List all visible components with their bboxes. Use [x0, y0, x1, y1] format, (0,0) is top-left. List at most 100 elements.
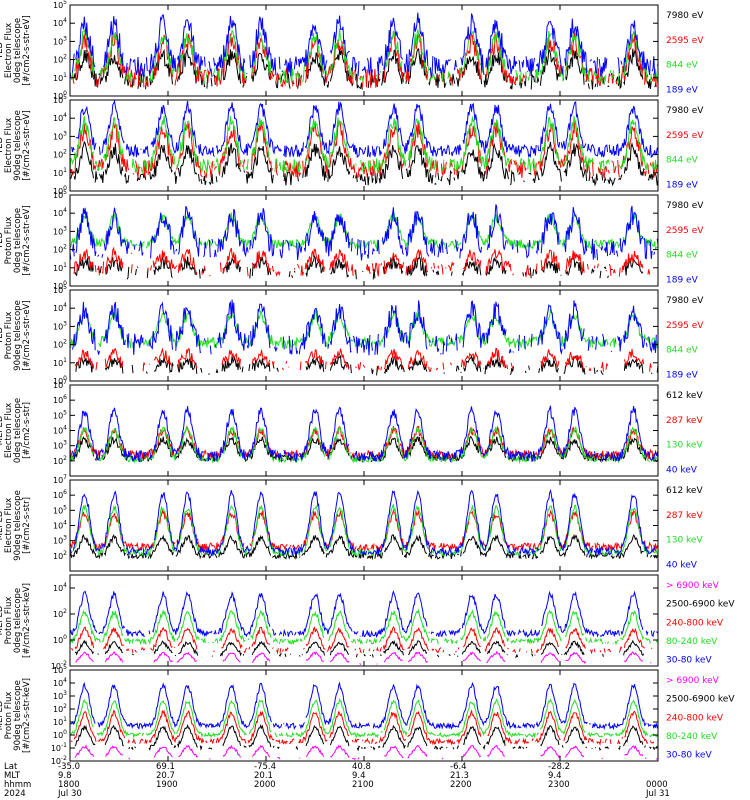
y-tick-label: 103 [53, 35, 67, 46]
y-tick-label: 104 [53, 425, 67, 436]
y-tick-label: 103 [53, 320, 67, 331]
series-line [75, 353, 659, 376]
y-tick-label: 106 [53, 394, 67, 405]
panel-meped-proton-90: > 6900 keV 2500-6900 keV 240-800 keV 80-240… [0, 664, 735, 766]
series-meped-proton-0-4 [69, 589, 659, 639]
legend-entry: 30-80 keV [666, 751, 712, 761]
series-line [69, 405, 659, 463]
x-tick-label: 2200 [450, 780, 472, 790]
legend-entry: 844 eV [666, 156, 699, 166]
legend-entry: 189 eV [666, 181, 699, 191]
series-ted-proton-90-1 [75, 349, 658, 372]
series-line [69, 504, 659, 558]
row-label: hhmm [4, 780, 31, 790]
legend-entry: 189 eV [666, 86, 699, 96]
series-line [75, 349, 658, 372]
series-line [69, 204, 659, 261]
legend-entry: 7980 eV [666, 296, 704, 306]
x-tick-label: 9.4 [548, 771, 562, 781]
legend-entry: > 6900 keV [666, 581, 720, 591]
y-tick-label: 107 [53, 379, 67, 390]
x-tick-label: 1800 [58, 780, 80, 790]
y-axis-label: MEPEDElectron Flux90deg telescope[#/cm2-… [0, 490, 32, 561]
legend-entry: 612 keV [666, 486, 703, 496]
y-tick-label: 100 [53, 90, 67, 101]
x-tick-label: 40.8 [352, 762, 371, 772]
legend-entry: 7980 eV [666, 11, 704, 21]
series-ted-proton-90-3 [72, 299, 657, 356]
y-tick-label: 101 [53, 72, 67, 83]
legend-entry: 2595 eV [666, 321, 704, 331]
y-tick-label: 103 [53, 690, 67, 701]
y-tick-label: 105 [53, 189, 67, 200]
panel-meped-electron-90: 612 keV 287 keV 130 keV 40 keV 102 103 104 105 1… [0, 474, 703, 572]
legend-entry: 189 eV [666, 371, 699, 381]
series-ted-proton-0-0 [74, 254, 659, 280]
y-tick-label: 102 [53, 339, 67, 350]
series-meped-proton-0-2 [72, 627, 658, 653]
x-tick-label: Jul 31 [645, 789, 670, 799]
x-axis-annotations: Lat -35.0 69.1 -75.4 40.8 -6.4 -28.2 MLT 9.8 20.7… [4, 762, 670, 799]
y-tick-label: 104 [53, 520, 67, 531]
series-meped-proton-90-4 [69, 681, 659, 731]
y-tick-label: 103 [53, 130, 67, 141]
y-tick-label: 105 [53, 284, 67, 295]
y-tick-label: 105 [53, 504, 67, 515]
y-tick-label: 102 [53, 54, 67, 65]
y-tick-label: 101 [53, 262, 67, 273]
legend-entry: 240-800 keV [666, 618, 724, 628]
legend-entry: 2595 eV [666, 36, 704, 46]
y-tick-label: 104 [53, 582, 67, 593]
series-ted-proton-0-3 [69, 204, 659, 261]
legend-entry: 7980 eV [666, 106, 704, 116]
legend-entry: 40 keV [666, 466, 698, 476]
legend-entry: 844 eV [666, 61, 699, 71]
legend-entry: 80-240 keV [666, 637, 718, 647]
series-line [71, 28, 659, 84]
series-line [75, 641, 657, 658]
y-tick-label: 103 [53, 440, 67, 451]
y-tick-label: 100 [53, 185, 67, 196]
y-tick-label: 103 [53, 535, 67, 546]
legend-entry: 40 keV [666, 561, 698, 571]
series-ted-proton-0-1 [73, 248, 653, 277]
series-ted-electron-0-2 [71, 28, 659, 84]
series-line [71, 99, 659, 158]
y-tick-label: 102 [53, 550, 67, 561]
x-tick-label: 20.1 [254, 771, 273, 781]
x-tick-label: 2300 [548, 780, 570, 790]
legend-entry: 30-80 keV [666, 656, 712, 666]
series-ted-electron-90-2 [69, 115, 658, 174]
series-line [74, 744, 658, 760]
legend-entry: 612 keV [666, 391, 703, 401]
y-tick-label: 105 [53, 94, 67, 105]
panel-ted-proton-0: 7980 eV 2595 eV 844 eV 189 eV 100 101 102 103 10… [0, 189, 704, 291]
x-tick-label: 9.4 [352, 771, 366, 781]
legend-entry: 240-800 keV [666, 713, 724, 723]
series-ted-proton-90-0 [75, 353, 659, 376]
y-tick-label: 100 [53, 729, 67, 740]
series-line [69, 697, 659, 739]
row-label: 2024 [4, 789, 26, 799]
series-meped-proton-0-3 [69, 608, 658, 646]
legend-entry: 287 keV [666, 416, 703, 426]
legend-entry: 844 eV [666, 346, 699, 356]
x-tick-label: 20.7 [156, 771, 175, 781]
series-line [69, 115, 658, 174]
series-line [69, 608, 658, 646]
x-tick-label: 2000 [254, 780, 276, 790]
legend-entry: 2595 eV [666, 131, 704, 141]
y-axis-label: TEDElectron Flux0deg telescope[#/cm2-s-s… [0, 15, 32, 85]
panel-frame [69, 574, 659, 667]
x-tick-label: -35.0 [58, 762, 80, 772]
y-tick-label: 104 [53, 677, 67, 688]
y-tick-label: 102 [53, 149, 67, 160]
series-line [75, 650, 652, 665]
y-tick-label: 103 [53, 225, 67, 236]
y-axis-label: MEPEDProton Flux0deg telescope[#/cm2-s-s… [0, 583, 32, 658]
y-tick-label: 104 [53, 207, 67, 218]
row-label: MLT [4, 771, 21, 781]
series-line [72, 627, 658, 653]
y-axis-label: MEPEDElectron Flux0deg telescope[#/cm2-s… [0, 398, 32, 463]
